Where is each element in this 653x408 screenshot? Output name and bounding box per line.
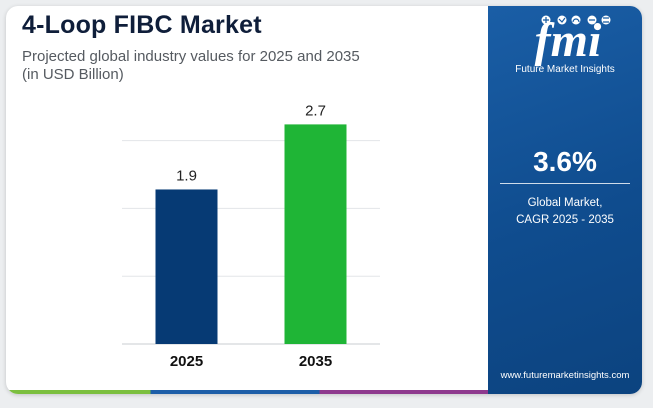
infographic-card: 4-Loop FIBC Market Projected global indu… xyxy=(6,6,642,394)
bar-chart: 1.9 2025 2.7 2035 xyxy=(122,102,380,370)
logo-caption: Future Market Insights xyxy=(515,64,615,75)
bar-2035 xyxy=(284,124,347,345)
cagr-label: Global Market, CAGR 2025 - 2035 xyxy=(488,195,642,229)
cagr-divider xyxy=(500,183,630,184)
bar-2025 xyxy=(155,189,218,344)
x-tick-label-2035: 2035 xyxy=(299,353,332,370)
fmi-logo: fmi xyxy=(535,14,611,66)
chart-subtitle: Projected global industry values for 202… xyxy=(22,48,360,84)
side-panel: fmi Future Market Insights 3.6% Global M… xyxy=(488,6,642,394)
subtitle-line-1: Projected global industry values for 202… xyxy=(22,48,360,65)
x-tick-label-2025: 2025 xyxy=(170,353,203,370)
chart-title: 4-Loop FIBC Market xyxy=(22,11,262,39)
cagr-label-line-2: CAGR 2025 - 2035 xyxy=(516,214,614,226)
data-label-2025: 1.9 xyxy=(176,167,197,184)
cagr-label-line-1: Global Market, xyxy=(527,197,603,209)
website-link[interactable]: www.futuremarketinsights.com xyxy=(500,370,630,381)
cagr-value: 3.6% xyxy=(533,146,597,177)
bottom-color-stripe xyxy=(6,390,488,394)
subtitle-line-2: (in USD Billion) xyxy=(22,66,124,83)
data-label-2035: 2.7 xyxy=(305,102,326,119)
